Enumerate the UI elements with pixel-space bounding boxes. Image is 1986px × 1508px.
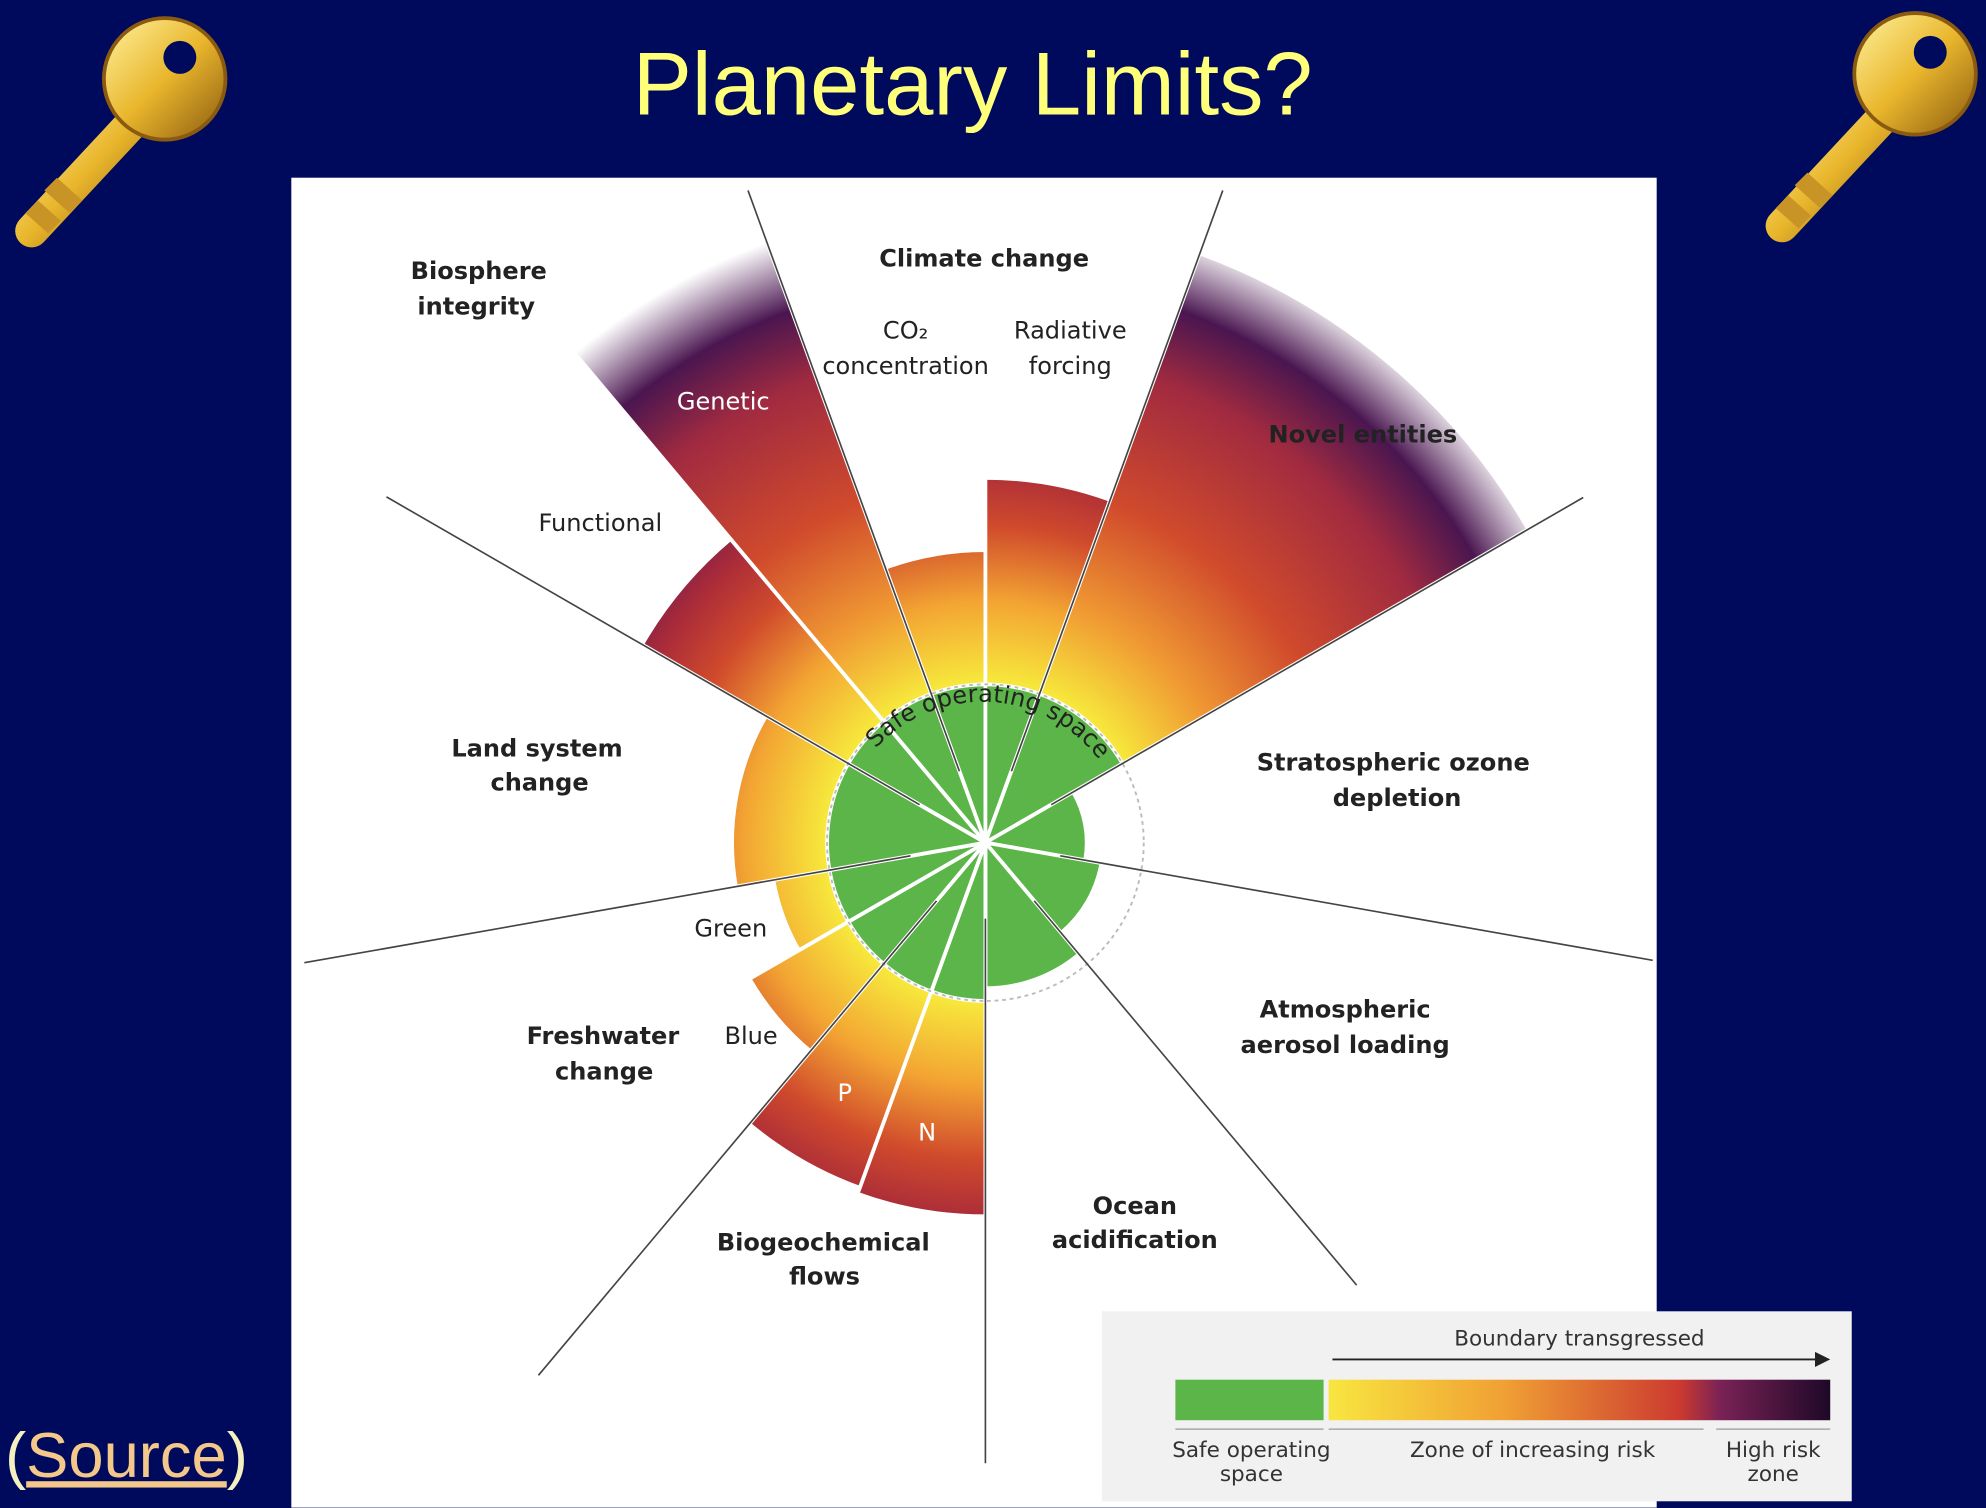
boundary-label: depletion — [1333, 784, 1462, 812]
source-paren: ) — [227, 1421, 248, 1491]
source-paren: ( — [5, 1421, 26, 1491]
boundary-wedge — [983, 837, 1082, 991]
sub-label: Blue — [724, 1022, 777, 1050]
sub-label: forcing — [1029, 352, 1112, 380]
sector-divider — [1060, 855, 1653, 962]
boundary-label: Biogeochemical — [717, 1229, 930, 1257]
sector-divider — [1010, 190, 1224, 772]
boundary-label: Climate change — [879, 244, 1089, 272]
boundary-label: Land system — [451, 735, 622, 763]
diagram-wedges — [304, 190, 1653, 1464]
legend-arrow-head — [1815, 1351, 1831, 1368]
boundary-label: flows — [789, 1263, 860, 1291]
boundary-label: Stratospheric ozone — [1257, 748, 1530, 776]
source-citation: (Source) — [5, 1421, 248, 1491]
sector-divider — [304, 855, 911, 964]
sub-label: N — [918, 1118, 936, 1146]
boundary-label: Biosphere — [411, 257, 547, 285]
key-icon — [15, 16, 228, 248]
sub-label: Green — [694, 914, 767, 942]
key-icon — [1765, 11, 1978, 243]
legend-label: Safe operating — [1172, 1438, 1330, 1463]
sub-divider — [841, 842, 987, 1236]
sub-label: P — [838, 1079, 853, 1107]
sub-label: Genetic — [677, 387, 770, 415]
sub-divider — [716, 521, 987, 844]
slide-title: Planetary Limits? — [633, 34, 1313, 133]
boundary-label: acidification — [1052, 1226, 1218, 1254]
sub-label: CO₂ — [883, 317, 928, 345]
boundary-label: Freshwater — [527, 1022, 680, 1050]
boundary-wedge — [980, 839, 1104, 936]
legend-safe-swatch — [1175, 1379, 1324, 1421]
sector-divider — [537, 900, 938, 1376]
boundary-label: integrity — [417, 292, 535, 320]
legend-risk-swatch — [1328, 1379, 1831, 1421]
legend-label: zone — [1748, 1462, 1799, 1487]
source-link[interactable]: Source — [26, 1421, 227, 1491]
boundary-wedge — [563, 227, 988, 844]
legend-label: space — [1220, 1462, 1283, 1487]
legend-label: Zone of increasing risk — [1410, 1438, 1656, 1463]
safe-boundary — [826, 683, 1145, 1002]
sector-divider — [1050, 496, 1584, 806]
sector-divider — [386, 496, 920, 806]
labels: Climate change CO₂ concentration Radiati… — [411, 244, 1530, 1290]
sub-label: Radiative — [1014, 317, 1127, 345]
legend-label: High risk — [1726, 1438, 1821, 1463]
sub-label: Functional — [539, 509, 663, 537]
boundary-wedge — [981, 251, 1531, 847]
sub-divider — [622, 841, 986, 1053]
sector-divider — [1033, 900, 1358, 1286]
boundary-label: Atmospheric — [1260, 995, 1431, 1023]
sub-label: concentration — [822, 352, 989, 380]
boundary-label: change — [490, 769, 588, 797]
boundary-label: Ocean — [1093, 1192, 1177, 1220]
legend-arrow-label: Boundary transgressed — [1454, 1326, 1704, 1351]
boundary-label: Novel entities — [1268, 420, 1457, 448]
legend: Boundary transgressed Safe operating spa… — [1101, 1311, 1852, 1502]
boundary-label: aerosol loading — [1241, 1031, 1450, 1059]
boundary-label: change — [555, 1058, 653, 1086]
sector-divider — [747, 190, 961, 772]
